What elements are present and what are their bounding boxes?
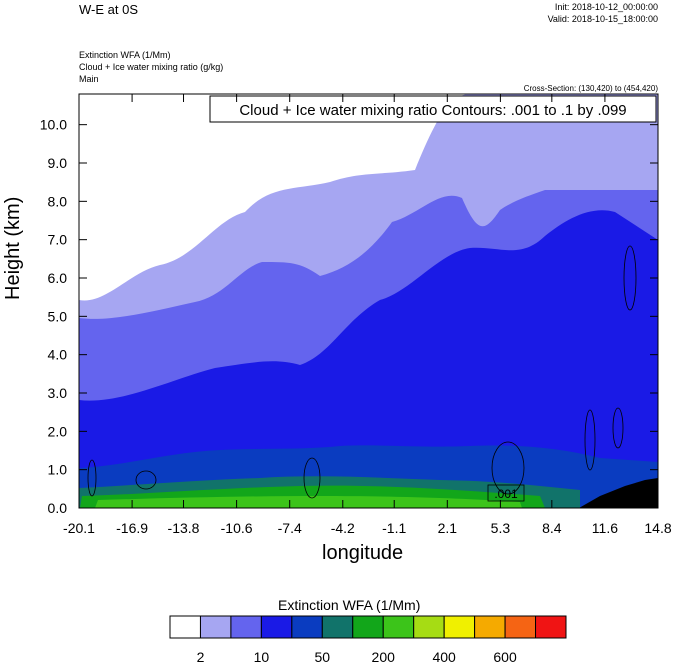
colorbar-swatch: [443, 615, 476, 639]
field-label-mixing-ratio: Cloud + Ice water mixing ratio (g/kg): [79, 62, 224, 72]
x-tick-label: -20.1: [63, 520, 95, 536]
colorbar-swatch: [260, 615, 293, 639]
x-tick-label: 11.6: [592, 520, 618, 536]
heatmap-fill: [79, 94, 658, 508]
colorbar-swatch: [230, 615, 262, 639]
colorbar-tick-label: 600: [493, 649, 517, 665]
y-tick-label: 5.0: [48, 308, 68, 324]
x-tick-label: -7.4: [278, 520, 302, 536]
x-tick-label: -10.6: [221, 520, 253, 536]
colorbar-tick-label: 10: [254, 649, 270, 665]
y-tick-label: 1.0: [48, 462, 68, 478]
x-tick-label: -13.8: [168, 520, 200, 536]
y-tick-label: 2.0: [48, 423, 68, 439]
contour-label: .001: [494, 487, 518, 501]
colorbar-swatch: [291, 615, 323, 639]
y-tick-label: 3.0: [48, 385, 68, 401]
contour-line: [135, 470, 157, 490]
colorbar-swatch: [413, 615, 445, 639]
field-label-extinction: Extinction WFA (1/Mm): [79, 50, 171, 60]
y-tick-label: 4.0: [48, 347, 68, 363]
y-axis-label: Height (km): [2, 196, 24, 300]
valid-time: Valid: 2018-10-15_18:00:00: [547, 14, 658, 24]
contour-line: [491, 441, 525, 495]
colorbar-tick-label: 2: [197, 649, 205, 665]
contour-line: [584, 409, 596, 471]
colorbar-swatch: [504, 615, 537, 639]
colorbar-swatch: [474, 615, 506, 639]
colorbar-swatch: [382, 615, 415, 639]
x-tick-label: 5.3: [491, 520, 511, 536]
colorbar-swatch: [199, 615, 232, 639]
cross-section-label: Cross-Section: (130,420) to (454,420): [523, 84, 658, 93]
colorbar-tick-label: 50: [315, 649, 331, 665]
colorbar-tick-label: 400: [432, 649, 456, 665]
y-tick-label: 0.0: [48, 500, 68, 516]
colorbar-swatch: [352, 615, 384, 639]
colorbar-swatch: [321, 615, 354, 639]
colorbar-title: Extinction WFA (1/Mm): [278, 597, 421, 613]
x-tick-label: 2.1: [438, 520, 458, 536]
init-time: Init: 2018-10-12_00:00:00: [554, 2, 658, 12]
colorbar-swatch: [535, 615, 567, 639]
y-tick-label: 6.0: [48, 270, 68, 286]
x-tick-label: 14.8: [644, 520, 671, 536]
contour-label-box: [487, 484, 525, 502]
contour-info-text: Cloud + Ice water mixing ratio Contours:…: [239, 102, 626, 119]
contour-lines: [87, 245, 637, 499]
x-axis-label: longitude: [322, 542, 404, 564]
field-label-domain: Main: [79, 74, 99, 84]
y-tick-label: 7.0: [48, 232, 68, 248]
x-tick-label: -4.2: [331, 520, 355, 536]
y-tick-label: 8.0: [48, 193, 68, 209]
contour-line: [612, 407, 624, 449]
x-tick-label: -1.1: [382, 520, 406, 536]
colorbar-tick-label: 200: [372, 649, 396, 665]
y-tick-label: 9.0: [48, 155, 68, 171]
contour-line: [87, 459, 97, 497]
contour-line: [623, 245, 637, 311]
x-tick-label: 8.4: [542, 520, 562, 536]
contour-info-box: [209, 95, 657, 123]
x-tick-label: -16.9: [116, 520, 148, 536]
y-tick-label: 10.0: [40, 117, 67, 133]
plot-frame: [78, 93, 659, 509]
chart-title: W-E at 0S: [79, 2, 139, 17]
contour-line: [303, 457, 321, 499]
colorbar-swatch: [169, 615, 201, 639]
